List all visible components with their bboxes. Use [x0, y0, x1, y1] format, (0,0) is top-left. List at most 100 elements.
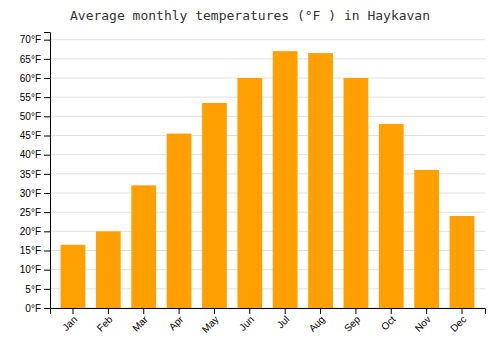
tick: 10°F — [20, 264, 50, 275]
x-axis: Jan Feb Mar Apr May Jun Jul Aug Sep Oct Nov Dec — [51, 308, 486, 335]
tick-label: Dec — [448, 314, 468, 334]
tick-mark — [44, 270, 50, 271]
bar — [344, 78, 369, 308]
tick-label: 50°F — [20, 111, 41, 122]
tick: 60°F — [20, 73, 50, 84]
bar — [61, 245, 86, 308]
bar — [167, 134, 192, 308]
grid-line — [50, 97, 485, 98]
tick-label: Feb — [95, 313, 115, 333]
bar — [450, 216, 475, 308]
tick: 0°F — [25, 303, 50, 314]
bar — [308, 53, 333, 308]
grid-line — [50, 58, 485, 59]
plot: 0°F 5°F 10°F 15°F 20°F 25°F 30°F 35°F 40°F 45°F 50… — [20, 33, 486, 335]
tick-mark — [179, 308, 180, 314]
tick: 55°F — [20, 92, 50, 103]
grid-line — [50, 39, 485, 40]
tick-label: Mar — [130, 313, 150, 333]
y-axis: 0°F 5°F 10°F 15°F 20°F 25°F 30°F 35°F 40°F 45°F 50… — [20, 33, 51, 314]
tick-label: Jul — [275, 314, 292, 331]
tick-mark — [72, 308, 73, 314]
tick-mark — [391, 308, 392, 314]
axis-line — [51, 309, 486, 315]
tick: Jun — [237, 308, 256, 333]
tick-label: 25°F — [20, 207, 41, 218]
bar — [237, 78, 262, 308]
tick: Nov — [413, 308, 433, 334]
tick-mark — [44, 97, 50, 98]
tick: Feb — [95, 308, 115, 334]
tick: 25°F — [20, 207, 50, 218]
tick: 50°F — [20, 111, 50, 122]
bars — [61, 51, 475, 308]
grid-line — [50, 78, 485, 79]
tick-label: Apr — [167, 313, 186, 332]
tick-mark — [285, 308, 286, 314]
title: Average monthly temperatures (°F ) in Ha… — [70, 8, 430, 23]
tick: Aug — [307, 308, 327, 334]
tick-mark — [108, 308, 109, 314]
tick-label: Jun — [237, 314, 256, 333]
grid — [50, 40, 485, 308]
tick: Jul — [275, 308, 292, 330]
tick: Mar — [130, 308, 150, 334]
tick-label: 45°F — [20, 130, 41, 141]
bar — [273, 51, 298, 308]
tick-mark — [44, 155, 50, 156]
tick-label: 65°F — [20, 54, 41, 65]
tick-label: Sep — [342, 313, 363, 334]
tick-label: 40°F — [20, 149, 41, 160]
tick-mark — [462, 308, 463, 314]
tick: Jan — [60, 308, 79, 333]
tick-label: 15°F — [20, 245, 41, 256]
tick: 20°F — [20, 226, 50, 237]
tick-mark — [214, 308, 215, 314]
tick: 30°F — [20, 188, 50, 199]
bar — [202, 103, 227, 308]
tick-mark — [44, 193, 50, 194]
tick: 40°F — [20, 149, 50, 160]
tick: 15°F — [20, 245, 50, 256]
tick-mark — [44, 289, 50, 290]
tick: Apr — [167, 308, 186, 332]
tick-label: 10°F — [20, 264, 41, 275]
tick-label: 60°F — [20, 73, 41, 84]
tick-mark — [44, 308, 50, 309]
tick-label: 30°F — [20, 188, 41, 199]
tick-mark — [249, 308, 250, 314]
tick-mark — [44, 251, 50, 252]
tick: Dec — [448, 308, 468, 334]
tick-mark — [44, 212, 50, 213]
tick-label: 35°F — [20, 169, 41, 180]
tick-mark — [44, 174, 50, 175]
tick-mark — [44, 231, 50, 232]
tick-mark — [44, 116, 50, 117]
tick-label: Nov — [413, 314, 433, 334]
tick: 70°F — [20, 34, 50, 45]
tick-mark — [44, 78, 50, 79]
tick-mark — [320, 308, 321, 314]
tick-mark — [44, 40, 50, 41]
grid-line — [50, 135, 485, 136]
tick: May — [200, 308, 221, 335]
bar — [414, 170, 439, 308]
bar — [131, 185, 156, 308]
tick-mark — [355, 308, 356, 314]
tick-label: 20°F — [20, 226, 41, 237]
axis-line — [44, 33, 51, 309]
tick: Oct — [379, 308, 398, 332]
tick-label: 55°F — [20, 92, 41, 103]
tick-mark — [44, 59, 50, 60]
tick-mark — [143, 308, 144, 314]
grid-line — [50, 154, 485, 155]
tick-mark — [426, 308, 427, 314]
tick: 45°F — [20, 130, 50, 141]
tick-mark — [44, 136, 50, 137]
tick-label: Jan — [60, 314, 79, 333]
chart: 0°F 5°F 10°F 15°F 20°F 25°F 30°F 35°F 40°F 45°F 50… — [0, 0, 500, 350]
bar — [379, 124, 404, 308]
tick-label: 5°F — [25, 284, 41, 295]
tick-label: Oct — [379, 314, 398, 333]
bar — [96, 231, 121, 308]
